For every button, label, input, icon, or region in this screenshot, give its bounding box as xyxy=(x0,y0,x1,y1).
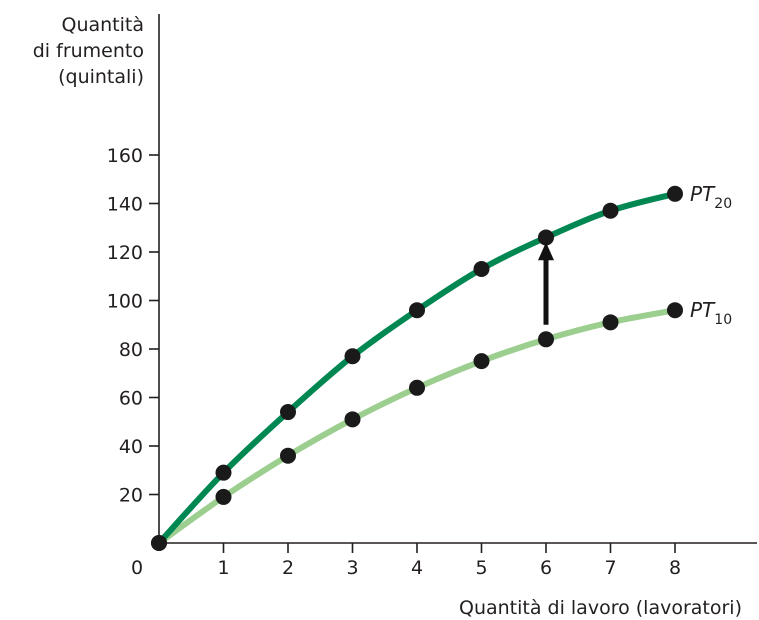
y-tick-label: 140 xyxy=(107,194,143,216)
x-tick-label: 1 xyxy=(217,557,229,579)
data-point-pt10 xyxy=(473,353,490,370)
data-point-pt10 xyxy=(344,411,361,428)
series-layer xyxy=(151,185,683,551)
y-tick-label: 100 xyxy=(107,291,143,313)
series-label-pt10: PT10 xyxy=(690,298,732,328)
y-tick-label: 20 xyxy=(119,485,143,507)
data-point-pt10 xyxy=(667,302,683,319)
y-tick-label: 80 xyxy=(119,339,143,361)
shift-arrow-head xyxy=(538,242,554,261)
series-label-subscript: 10 xyxy=(714,312,732,328)
y-axis-title-line-3: (quintali) xyxy=(58,66,144,88)
data-point-pt10 xyxy=(280,447,296,464)
data-point-pt10 xyxy=(409,379,425,396)
data-point-pt10 xyxy=(538,331,554,348)
y-tick-label: 160 xyxy=(107,145,143,167)
data-point-pt20 xyxy=(280,404,296,421)
x-tick-label: 7 xyxy=(604,557,616,579)
series-label-name: PT xyxy=(690,182,716,206)
y-axis-title-line-2: di frumento xyxy=(33,40,144,62)
data-point-pt20 xyxy=(602,202,619,219)
data-point-pt20 xyxy=(151,535,167,551)
x-tick-label: 3 xyxy=(346,557,358,579)
y-tick-label: 60 xyxy=(119,388,143,410)
data-point-pt10 xyxy=(602,314,619,331)
x-tick-label: 4 xyxy=(411,557,423,579)
x-tick-label: 2 xyxy=(282,557,294,579)
x-tick-label: 6 xyxy=(540,557,552,579)
series-line-pt10 xyxy=(156,307,678,546)
y-axis-title-line-1: Quantità xyxy=(61,14,144,36)
data-point-pt20 xyxy=(215,464,232,481)
y-tick-label: 40 xyxy=(119,436,143,458)
x-axis-title: Quantità di lavoro (lavoratori) xyxy=(459,597,742,619)
y-ticks: 20 40 60 80 100 120 140 160 xyxy=(107,145,159,507)
annotation-layer xyxy=(538,242,554,325)
data-point-pt20 xyxy=(538,229,554,246)
series-label-subscript: 20 xyxy=(714,196,732,212)
data-point-pt20 xyxy=(667,185,683,202)
data-point-pt20 xyxy=(344,348,361,365)
series-label-pt20: PT20 xyxy=(690,182,732,212)
data-point-pt20 xyxy=(473,260,490,277)
y-tick-label: 120 xyxy=(107,242,143,264)
x-tick-label: 5 xyxy=(475,557,487,579)
y-axis-title: Quantità di frumento (quintali) xyxy=(33,14,144,88)
x-tick-label: 8 xyxy=(669,557,681,579)
series-label-name: PT xyxy=(690,298,716,322)
x-ticks: 1 2 3 4 5 6 7 8 xyxy=(217,543,681,579)
data-point-pt10 xyxy=(215,488,232,505)
data-point-pt20 xyxy=(409,302,425,319)
origin-label: 0 xyxy=(131,557,143,579)
